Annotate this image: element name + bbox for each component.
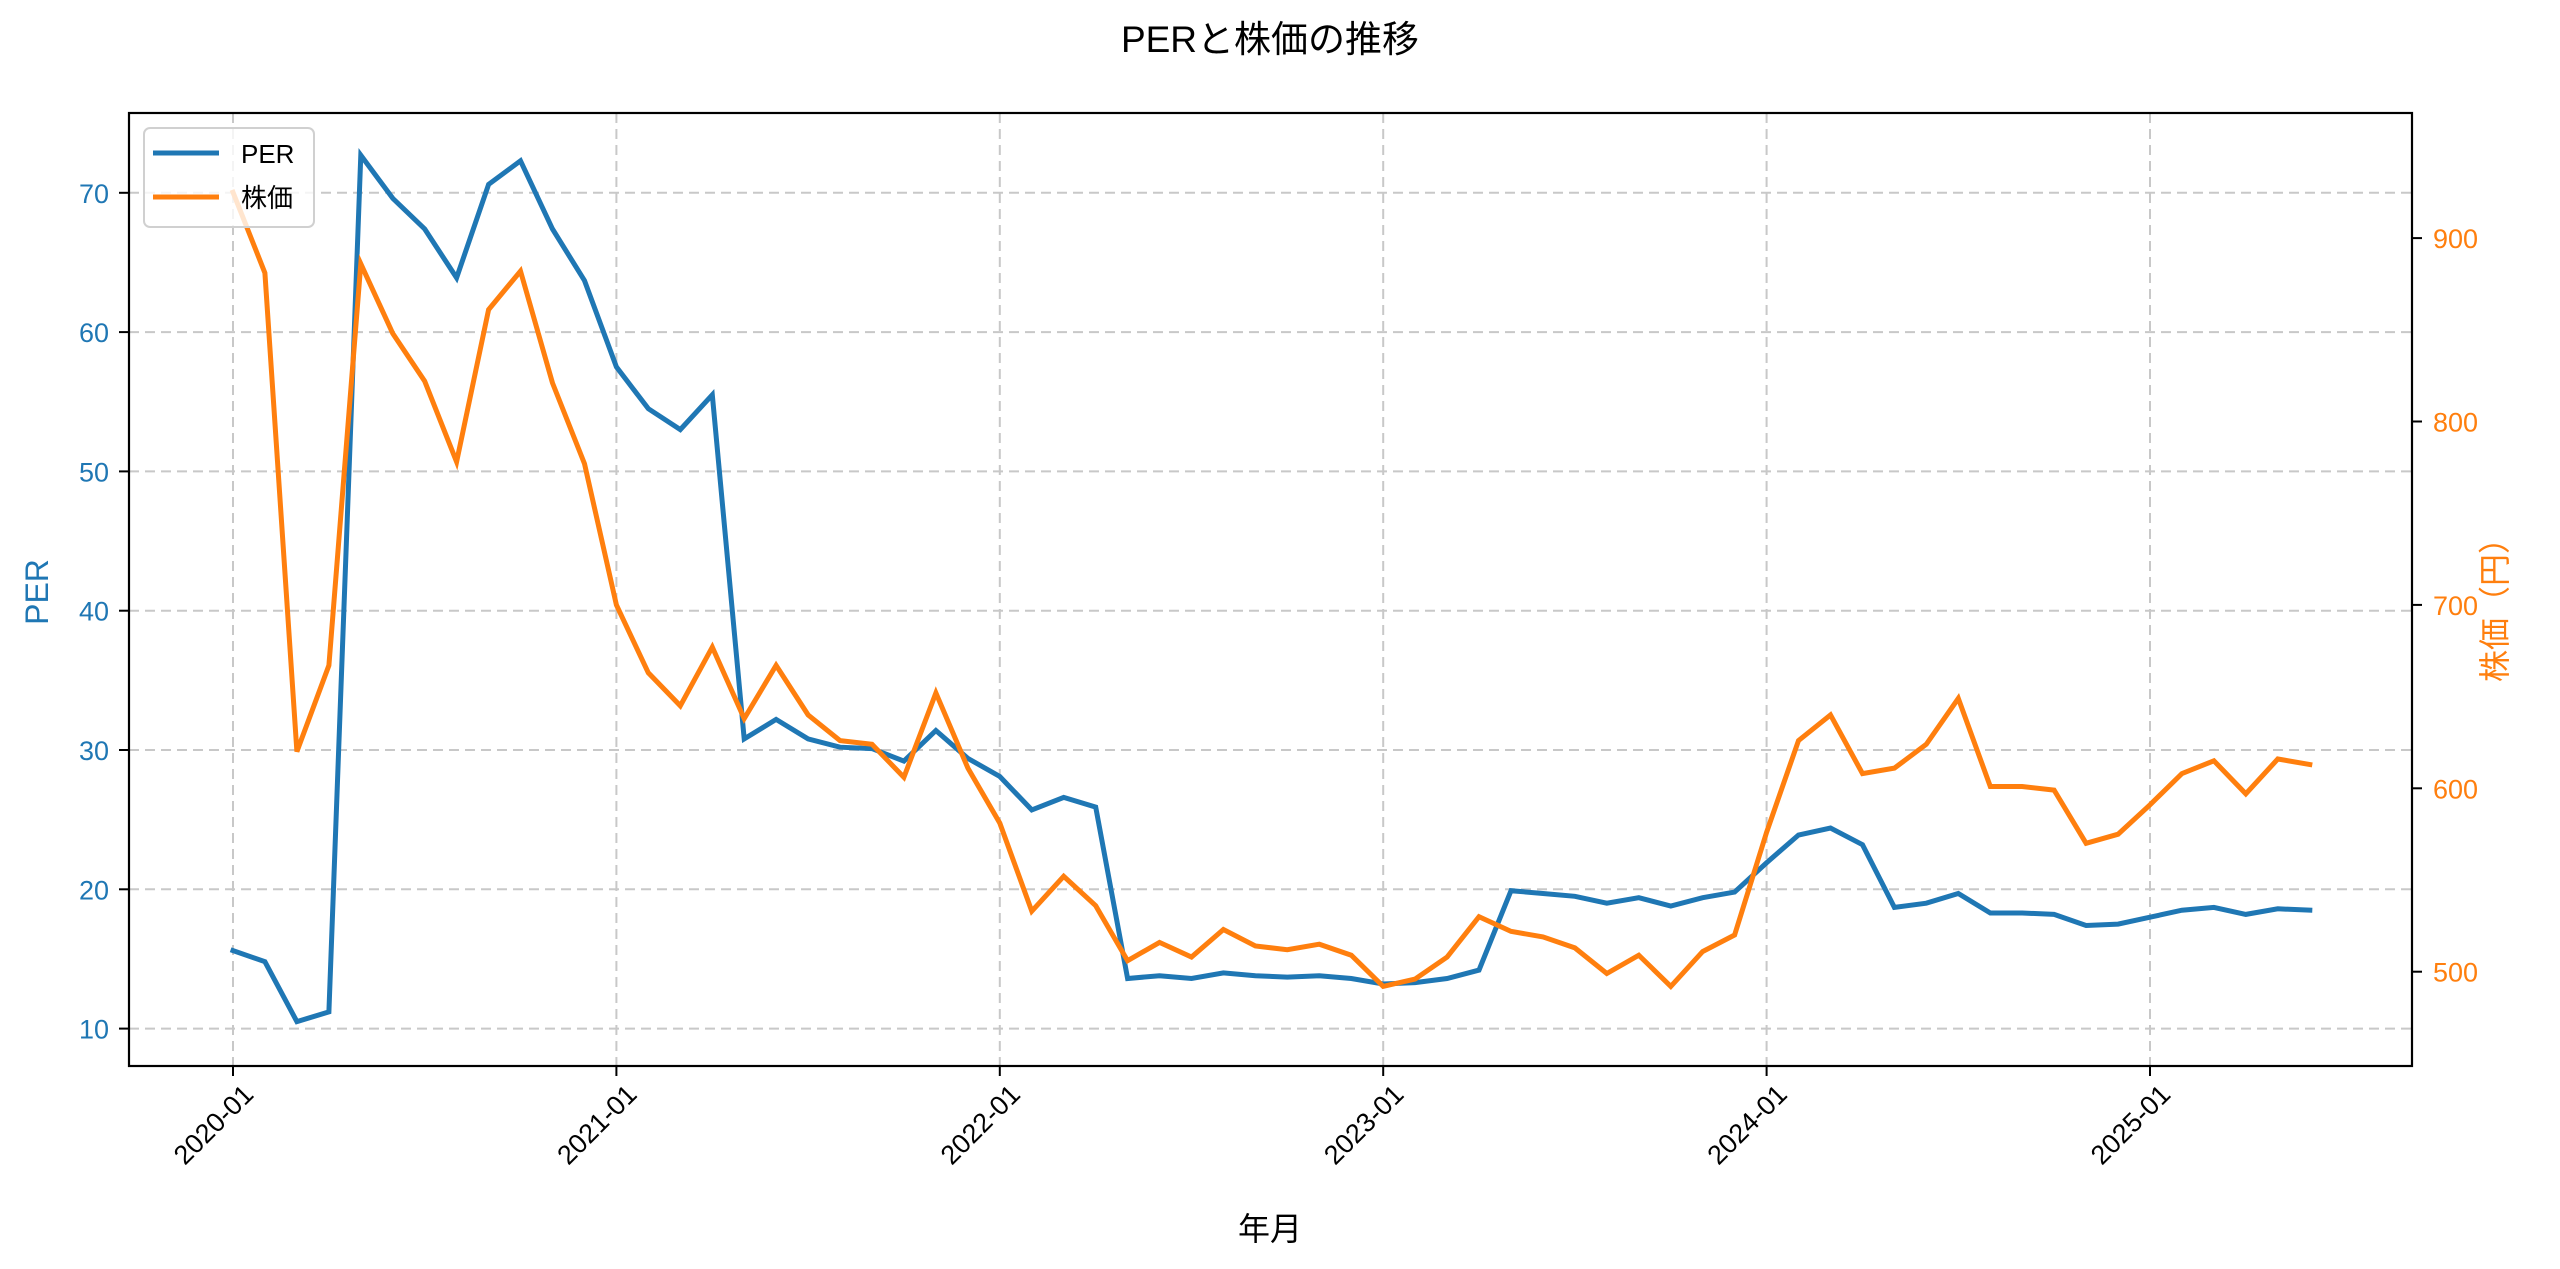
left-tick-label: 20 bbox=[79, 875, 109, 905]
left-tick-label: 40 bbox=[79, 597, 109, 627]
left-tick-label: 10 bbox=[79, 1015, 109, 1045]
right-tick-label: 800 bbox=[2433, 408, 2478, 438]
legend-label-price: 株価 bbox=[241, 183, 293, 213]
right-tick-label: 500 bbox=[2433, 958, 2478, 988]
right-tick-label: 600 bbox=[2433, 774, 2478, 804]
left-tick-label: 70 bbox=[79, 179, 109, 209]
left-y-axis-label: PER bbox=[19, 559, 55, 625]
x-tick-label: 2021-01 bbox=[551, 1079, 642, 1170]
x-tick-label: 2025-01 bbox=[2085, 1079, 2176, 1170]
grid bbox=[129, 113, 2412, 1066]
left-y-axis: 10 20 30 40 50 60 70 bbox=[79, 179, 129, 1045]
left-tick-label: 50 bbox=[79, 457, 109, 487]
x-axis-label: 年月 bbox=[1238, 1211, 1302, 1247]
x-axis: 2020-01 2021-01 2022-01 2023-01 2024-01 2025-… bbox=[168, 1066, 2176, 1170]
series-line-per bbox=[229, 147, 2313, 1025]
legend: PER 株価 bbox=[143, 127, 315, 228]
legend-label-per: PER bbox=[241, 139, 294, 169]
axes-frame bbox=[127, 111, 2414, 1068]
x-tick-label: 2023-01 bbox=[1318, 1079, 1409, 1170]
x-tick-label: 2020-01 bbox=[168, 1079, 259, 1170]
plot-area bbox=[229, 147, 2313, 1025]
x-tick-label: 2022-01 bbox=[935, 1079, 1026, 1170]
left-tick-label: 30 bbox=[79, 736, 109, 766]
right-y-axis: 500 600 700 800 900 bbox=[2412, 224, 2478, 988]
chart-title: PERと株価の推移 bbox=[1121, 19, 1419, 60]
right-tick-label: 700 bbox=[2433, 591, 2478, 621]
series-line-price bbox=[229, 189, 2313, 990]
left-tick-label: 60 bbox=[79, 318, 109, 348]
x-tick-label: 2024-01 bbox=[1702, 1079, 1793, 1170]
right-tick-label: 900 bbox=[2433, 224, 2478, 254]
right-y-axis-label: 株価（円） bbox=[2477, 522, 2513, 682]
